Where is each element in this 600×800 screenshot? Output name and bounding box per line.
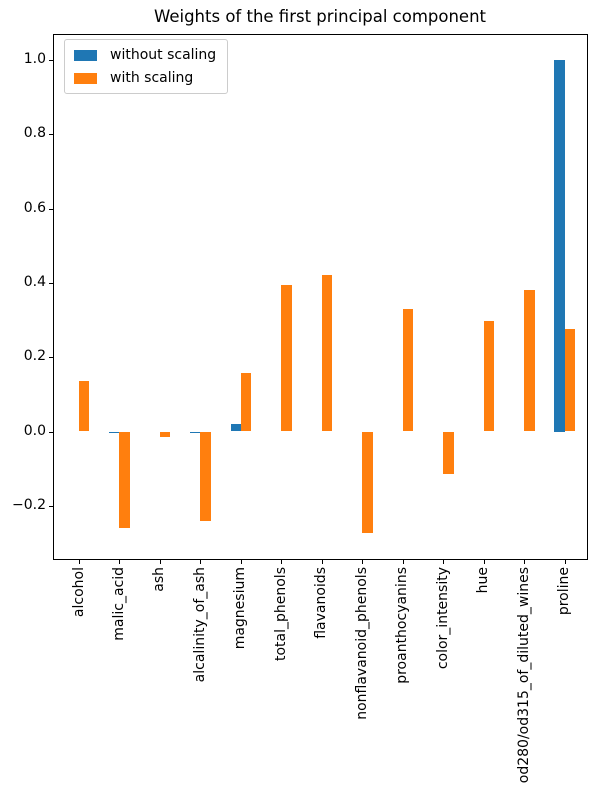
x-tick-label-magnesium: magnesium — [232, 567, 249, 650]
bar-without-scaling-proline — [554, 60, 565, 432]
x-tick-label-od280/od315_of_diluted_wines: od280/od315_of_diluted_wines — [515, 567, 532, 784]
x-tick-magnesium — [240, 560, 242, 564]
legend: without scaling with scaling — [64, 39, 229, 94]
x-tick-proanthocyanins — [402, 560, 404, 564]
y-tick-label-1.0: 1.0 — [23, 51, 46, 67]
y-tick-label-0.8: 0.8 — [23, 125, 46, 142]
bar-without-scaling-magnesium — [230, 424, 241, 432]
x-tick-od280/od315_of_diluted_wines — [524, 560, 526, 564]
x-tick-hue — [483, 560, 485, 564]
y-tick-label-0.6: 0.6 — [23, 199, 46, 216]
y-tick-label-0.0: 0.0 — [23, 422, 46, 439]
x-tick-label-color_intensity: color_intensity — [434, 567, 451, 670]
plot-area: without scaling with scaling — [53, 34, 588, 560]
y-tick-0.4 — [49, 282, 53, 284]
bar-without-scaling-alcalinity_of_ash — [190, 431, 201, 434]
chart-title: Weights of the first principal component — [154, 7, 486, 26]
x-tick-label-alcalinity_of_ash: alcalinity_of_ash — [191, 567, 208, 683]
x-tick-label-nonflavanoid_phenols: nonflavanoid_phenols — [353, 567, 370, 720]
x-tick-label-proline: proline — [556, 567, 573, 616]
legend-label-without-scaling: without scaling — [110, 47, 217, 63]
x-tick-label-alcohol: alcohol — [70, 567, 87, 618]
y-tick-0.2 — [49, 357, 53, 359]
x-tick-label-proanthocyanins: proanthocyanins — [394, 567, 411, 684]
y-tick-0.6 — [49, 208, 53, 210]
x-tick-ash — [159, 560, 161, 564]
bar-with-scaling-od280/od315_of_diluted_wines — [524, 289, 535, 432]
x-tick-label-total_phenols: total_phenols — [272, 567, 289, 662]
bar-with-scaling-total_phenols — [281, 285, 292, 432]
bar-with-scaling-hue — [483, 320, 495, 432]
bar-with-scaling-proanthocyanins — [402, 308, 414, 432]
bar-with-scaling-alcalinity_of_ash — [200, 431, 211, 521]
legend-item-without-scaling: without scaling — [74, 47, 216, 63]
y-tick-0.0 — [49, 431, 53, 433]
bar-with-scaling-flavanoids — [321, 275, 333, 432]
x-tick-label-ash: ash — [151, 567, 168, 592]
bar-with-scaling-ash — [159, 431, 171, 438]
legend-label-with-scaling: with scaling — [110, 70, 194, 86]
bar-with-scaling-malic_acid — [119, 431, 130, 529]
x-tick-label-hue: hue — [475, 567, 492, 594]
x-tick-alcalinity_of_ash — [200, 560, 202, 564]
y-tick-label-0.4: 0.4 — [23, 273, 46, 290]
x-tick-flavanoids — [321, 560, 323, 564]
x-tick-label-flavanoids: flavanoids — [313, 567, 330, 639]
legend-swatch-with-scaling-icon — [74, 72, 97, 84]
legend-item-with-scaling: with scaling — [74, 70, 216, 86]
y-tick-−0.2 — [49, 505, 53, 507]
y-tick-label-−0.2: −0.2 — [12, 496, 46, 513]
x-tick-malic_acid — [119, 560, 121, 564]
x-tick-nonflavanoid_phenols — [362, 560, 364, 564]
legend-swatch-without-scaling-icon — [74, 49, 97, 61]
x-tick-total_phenols — [281, 560, 283, 564]
x-tick-label-malic_acid: malic_acid — [110, 567, 127, 641]
bar-with-scaling-proline — [564, 328, 576, 432]
bar-with-scaling-alcohol — [79, 381, 90, 432]
y-tick-0.8 — [49, 134, 53, 136]
bar-with-scaling-magnesium — [240, 372, 252, 432]
y-tick-1.0 — [49, 60, 53, 61]
bar-with-scaling-color_intensity — [443, 431, 454, 474]
bar-with-scaling-nonflavanoid_phenols — [362, 431, 373, 533]
x-tick-color_intensity — [443, 560, 445, 564]
x-tick-alcohol — [79, 560, 80, 564]
x-tick-proline — [564, 560, 566, 564]
y-tick-label-0.2: 0.2 — [23, 348, 46, 365]
bar-without-scaling-malic_acid — [109, 431, 120, 433]
